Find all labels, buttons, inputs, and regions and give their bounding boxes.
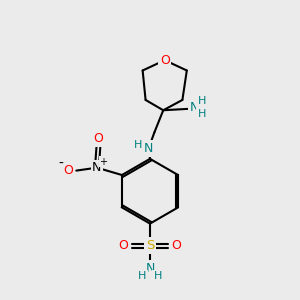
Text: N: N — [190, 101, 199, 114]
Text: H: H — [134, 140, 142, 150]
Text: N: N — [92, 161, 102, 174]
Text: N: N — [145, 262, 155, 275]
Text: H: H — [198, 96, 206, 106]
Text: H: H — [138, 271, 146, 281]
Text: H: H — [198, 109, 206, 119]
Text: N: N — [144, 142, 153, 155]
Text: S: S — [146, 239, 154, 252]
Text: O: O — [94, 132, 103, 145]
Text: O: O — [118, 239, 128, 252]
Text: -: - — [58, 157, 63, 171]
Text: O: O — [160, 54, 170, 67]
Text: O: O — [172, 239, 182, 252]
Text: H: H — [154, 271, 162, 281]
Text: +: + — [99, 157, 107, 167]
Text: O: O — [63, 164, 73, 177]
